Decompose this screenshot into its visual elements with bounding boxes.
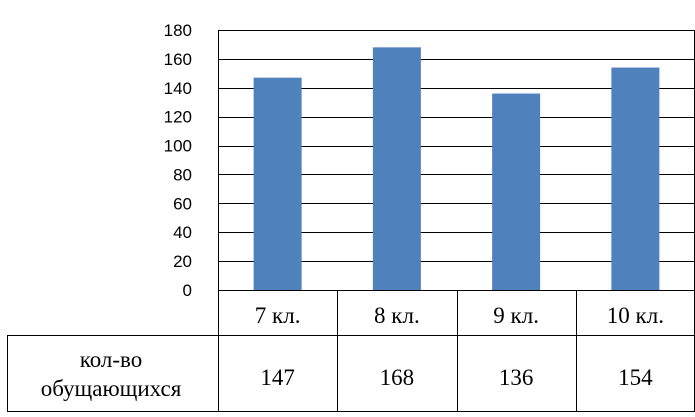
bar <box>492 93 541 290</box>
table-value-cell: 136 <box>499 365 534 390</box>
table-row-header-line-2: обущающихся <box>41 376 182 401</box>
table-value-cell: 168 <box>380 365 415 390</box>
y-tick-label: 180 <box>164 21 192 40</box>
category-label: 8 кл. <box>374 303 420 328</box>
bar <box>253 77 302 291</box>
y-tick-label: 40 <box>173 223 192 242</box>
category-label: 7 кл. <box>255 303 301 328</box>
data-table: кол-во обущающихся 7 кл. 147 8 кл. 168 9 кл.… <box>7 290 695 412</box>
y-tick-label: 20 <box>173 252 192 271</box>
y-tick-label: 160 <box>164 50 192 69</box>
bar <box>611 67 660 290</box>
y-axis-ticks: 0 20 40 60 80 100 120 140 160 180 <box>164 21 192 300</box>
y-tick-label: 60 <box>173 194 192 213</box>
y-tick-label: 120 <box>164 108 192 127</box>
bar <box>372 47 421 291</box>
table-row-header-line-1: кол-во <box>80 347 143 372</box>
y-tick-label: 80 <box>173 165 192 184</box>
category-label: 10 кл. <box>607 303 664 328</box>
y-tick-label: 0 <box>183 281 192 300</box>
y-tick-label: 140 <box>164 79 192 98</box>
category-label: 9 кл. <box>493 303 539 328</box>
table-value-cell: 147 <box>260 365 295 390</box>
table-value-cell: 154 <box>618 365 653 390</box>
y-tick-label: 100 <box>164 137 192 156</box>
bars-layer <box>253 47 660 291</box>
